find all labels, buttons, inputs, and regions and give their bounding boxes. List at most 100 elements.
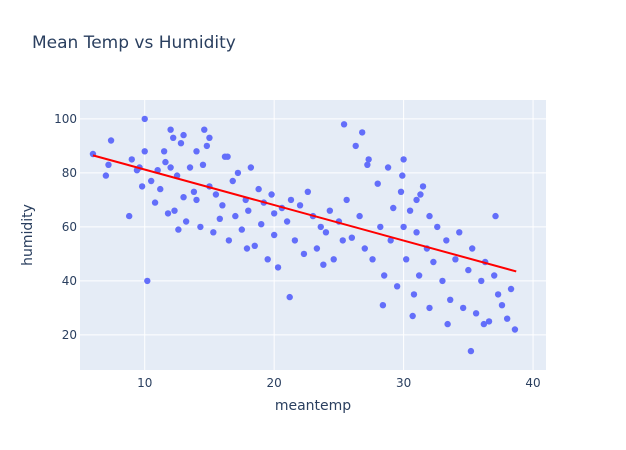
data-point	[498, 302, 506, 309]
data-point	[452, 256, 459, 263]
data-point	[162, 158, 169, 166]
data-point	[400, 223, 407, 231]
data-point	[419, 183, 427, 190]
data-point	[339, 237, 346, 244]
data-point	[494, 291, 502, 298]
tick-labels: 10 20 30 40 20 40 60 80 100	[54, 112, 541, 390]
data-point	[348, 234, 356, 241]
data-point	[247, 164, 255, 171]
data-point	[352, 142, 359, 150]
x-tick-label: 30	[396, 376, 411, 390]
data-point	[201, 126, 208, 133]
data-point	[403, 256, 410, 263]
data-point	[330, 256, 337, 263]
data-point	[219, 202, 226, 209]
data-point	[102, 172, 110, 179]
trendline-group	[92, 154, 517, 273]
data-point	[175, 226, 182, 233]
data-point	[193, 148, 200, 155]
data-point	[343, 196, 350, 204]
data-point	[444, 320, 451, 328]
data-point	[415, 272, 423, 279]
chart-title: Mean Temp vs Humidity	[32, 33, 236, 53]
data-point	[141, 115, 148, 123]
data-point	[186, 164, 194, 171]
data-point	[377, 223, 384, 231]
data-point	[406, 207, 414, 214]
data-point	[387, 237, 394, 244]
data-point	[128, 156, 135, 163]
data-point	[171, 207, 178, 214]
data-point	[400, 156, 407, 163]
data-point	[180, 131, 187, 139]
data-point	[426, 212, 433, 220]
data-point	[296, 202, 304, 209]
data-point	[180, 194, 187, 201]
data-point	[199, 161, 207, 168]
data-point	[138, 183, 146, 190]
data-point	[274, 264, 282, 271]
data-point	[105, 161, 112, 168]
data-point	[467, 347, 475, 355]
data-point	[212, 191, 220, 198]
data-point	[469, 245, 476, 252]
data-point	[264, 256, 271, 263]
data-point	[238, 226, 246, 233]
data-point	[258, 221, 265, 228]
data-point	[224, 153, 231, 160]
data-point	[511, 326, 519, 333]
data-point	[270, 210, 278, 217]
data-point	[141, 148, 148, 155]
data-point	[478, 277, 485, 285]
data-point	[147, 177, 155, 185]
x-tick-label: 40	[525, 376, 540, 390]
data-point	[286, 293, 293, 301]
data-point	[417, 191, 424, 198]
data-point	[379, 302, 387, 309]
data-point	[439, 277, 446, 285]
data-point	[358, 129, 366, 136]
data-point	[225, 237, 233, 244]
data-point	[459, 304, 467, 312]
x-axis-title: meantemp	[275, 398, 351, 414]
data-point	[399, 172, 406, 179]
data-point	[443, 237, 450, 244]
data-point	[268, 191, 275, 198]
trendline	[92, 154, 517, 273]
data-point	[447, 296, 454, 303]
data-point	[283, 218, 291, 225]
data-point	[167, 164, 174, 171]
data-point	[472, 310, 480, 317]
data-point	[234, 169, 242, 177]
data-point	[255, 185, 262, 193]
x-tick-label: 20	[267, 376, 282, 390]
data-point	[157, 185, 164, 193]
data-point	[361, 245, 368, 252]
data-point	[229, 177, 236, 185]
data-point	[365, 156, 372, 163]
data-point	[160, 148, 168, 155]
data-point	[206, 134, 213, 141]
data-point	[151, 199, 159, 206]
data-point	[300, 250, 308, 258]
data-point	[193, 196, 200, 204]
data-point	[210, 229, 217, 236]
data-point	[203, 142, 211, 150]
y-tick-label: 20	[62, 328, 77, 342]
data-point	[465, 266, 472, 274]
data-point	[390, 204, 397, 212]
data-point	[491, 272, 498, 279]
data-point	[291, 237, 299, 244]
data-point	[480, 320, 488, 328]
y-tick-label: 100	[54, 112, 77, 126]
data-point	[364, 161, 371, 168]
data-point	[144, 277, 151, 285]
data-point	[384, 164, 392, 171]
data-point	[434, 223, 441, 231]
data-point	[164, 210, 172, 217]
data-point	[243, 245, 251, 252]
data-point	[492, 212, 499, 220]
data-point	[369, 256, 376, 263]
